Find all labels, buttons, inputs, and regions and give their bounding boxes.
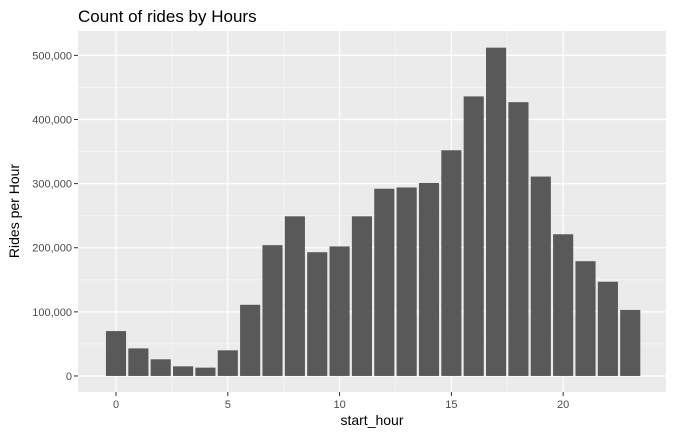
- y-tick-label: 200,000: [32, 243, 72, 255]
- bar-hour-11: [351, 216, 372, 376]
- bar-hour-2: [150, 359, 171, 376]
- y-tick-label: 0: [66, 371, 72, 383]
- bar-hour-18: [508, 102, 529, 376]
- bar-hour-10: [329, 246, 350, 376]
- bar-hour-14: [418, 182, 440, 376]
- bar-hour-3: [173, 366, 194, 376]
- y-axis-title: Rides per Hour: [6, 164, 22, 258]
- bar-hour-13: [396, 187, 417, 376]
- bar-hour-19: [530, 176, 551, 376]
- x-axis-title: start_hour: [340, 412, 403, 428]
- x-tick-label: 15: [445, 399, 457, 411]
- y-axis: 0 100,000 200,000 300,000 400,000 500,000: [32, 50, 78, 383]
- bar-hour-20: [553, 234, 574, 376]
- bar-hour-4: [195, 367, 216, 376]
- bar-hour-16: [463, 96, 484, 376]
- bar-hour-1: [128, 348, 149, 376]
- y-tick-label: 500,000: [32, 50, 72, 62]
- bar-hour-21: [575, 261, 596, 376]
- x-tick-label: 5: [225, 399, 231, 411]
- chart-title: Count of rides by Hours: [78, 7, 257, 26]
- bar-hour-8: [284, 216, 305, 376]
- x-tick-label: 0: [113, 399, 119, 411]
- bars: [105, 47, 641, 376]
- bar-hour-22: [597, 281, 618, 376]
- bar-hour-23: [620, 309, 641, 376]
- bar-hour-12: [374, 188, 395, 376]
- bar-hour-5: [217, 350, 238, 376]
- bar-hour-17: [486, 47, 507, 376]
- x-tick-label: 10: [333, 399, 345, 411]
- bar-hour-9: [307, 252, 328, 376]
- y-tick-label: 300,000: [32, 179, 72, 191]
- bar-hour-6: [240, 304, 261, 376]
- y-tick-label: 100,000: [32, 307, 72, 319]
- bar-hour-0: [105, 331, 127, 376]
- bar-hour-7: [262, 245, 283, 376]
- x-tick-label: 20: [557, 399, 569, 411]
- bar-hour-15: [441, 150, 462, 376]
- x-axis: 0 5 10 15 20: [113, 392, 569, 411]
- y-tick-label: 400,000: [32, 114, 72, 126]
